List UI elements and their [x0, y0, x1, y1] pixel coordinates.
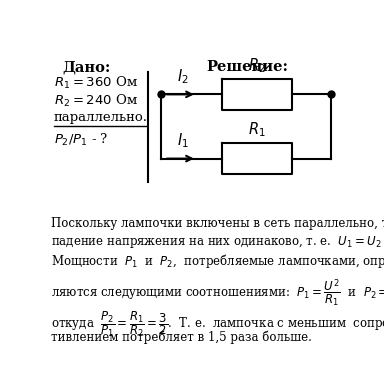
- Text: $R_2 = 240$ Ом: $R_2 = 240$ Ом: [54, 93, 138, 109]
- Text: падение напряжения на них одинаково, т. е.  $U_1 = U_2 = U$ .: падение напряжения на них одинаково, т. …: [51, 234, 384, 250]
- Text: $\mathit{R_1}$: $\mathit{R_1}$: [248, 121, 266, 139]
- Text: $\mathit{R_2}$: $\mathit{R_2}$: [248, 57, 266, 75]
- Text: $R_1 = 360$ Ом: $R_1 = 360$ Ом: [54, 75, 138, 91]
- Text: Решение:: Решение:: [206, 60, 288, 74]
- Text: откуда  $\dfrac{P_2}{P_1} = \dfrac{R_1}{R_2} = \dfrac{3}{2}$.  Т. е.  лампочка с: откуда $\dfrac{P_2}{P_1} = \dfrac{R_1}{R…: [51, 309, 384, 339]
- Text: тивлением потребляет в 1,5 раза больше.: тивлением потребляет в 1,5 раза больше.: [51, 331, 312, 345]
- Text: Мощности  $P_1$  и  $P_2$,  потребляемые лампочками, опреде-: Мощности $P_1$ и $P_2$, потребляемые лам…: [51, 251, 384, 270]
- Text: $\mathit{I_1}$: $\mathit{I_1}$: [177, 132, 189, 150]
- Text: Поскольку лампочки включены в сеть параллельно, то: Поскольку лампочки включены в сеть парал…: [51, 217, 384, 230]
- Text: $\mathit{I_2}$: $\mathit{I_2}$: [177, 67, 189, 86]
- Text: $P_2/P_1$ - ?: $P_2/P_1$ - ?: [54, 132, 108, 148]
- Text: параллельно.: параллельно.: [54, 111, 148, 124]
- Text: ляются следующими соотношениями:  $P_1 = \dfrac{U^2}{R_1}$  и  $P_2 = \dfrac{U^2: ляются следующими соотношениями: $P_1 = …: [51, 277, 384, 308]
- Text: Дано:: Дано:: [63, 60, 111, 74]
